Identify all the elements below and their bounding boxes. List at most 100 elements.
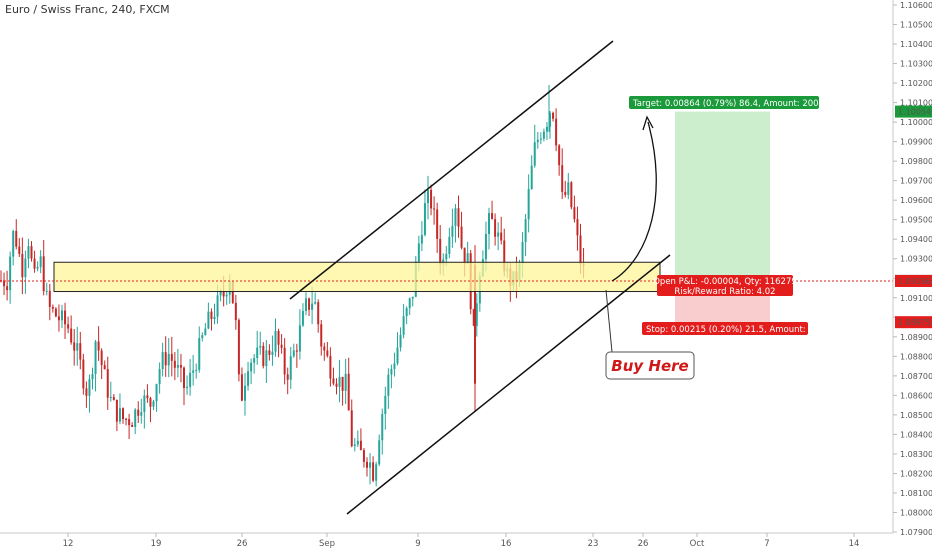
candle-body [549,112,551,127]
candle-body [262,345,265,367]
candle-body [76,343,79,351]
candle-body [308,298,311,310]
candle-body [204,328,207,336]
candle-body [283,347,286,375]
candle-body [338,376,341,387]
candle-body [542,131,545,139]
candle-body [24,258,27,278]
candle-body [536,139,539,143]
candle-body [213,316,216,320]
candle-body [140,412,143,416]
time-tick-label: 7 [764,539,769,549]
upper-trendline[interactable] [289,40,614,300]
price-label-box [895,105,932,118]
price-tick-label: 1.08700 [900,372,932,381]
candle-body [301,310,304,326]
candle-body [359,440,362,451]
candle-body [533,142,536,166]
candle-body [210,311,213,320]
price-label-box [895,316,932,329]
candle-body [448,236,451,254]
candle-body [152,401,155,407]
candle-body [234,302,237,321]
candle-body [158,369,161,385]
buy-here-callout[interactable] [605,351,695,380]
candle-body [143,395,146,413]
candle-body [42,256,45,292]
candle-body [530,165,533,190]
risk-reward-label: Risk/Reward Ratio: 4.02 [674,287,775,297]
price-label-box [895,274,932,287]
candle-body [219,291,222,296]
candle-body [347,373,350,411]
price-tick-label: 1.08500 [900,411,932,420]
candle-body [420,234,423,244]
candle-body [326,350,329,356]
candle-body [494,219,497,237]
price-tick-label: 1.09800 [900,157,932,166]
candle-body [3,280,6,287]
price-tick-label: 1.09300 [900,255,932,264]
candle-body [164,352,167,366]
candle-body [408,298,411,309]
candle-body [198,337,201,371]
candle-body [79,343,82,360]
candle-body [85,388,88,396]
candle-body [100,350,103,366]
stop-label: Stop: 0.00215 (0.20%) 21.5, Amount: 750 [646,325,825,335]
long-position-tool[interactable]: Target: 0.00864 (0.79%) 86.4, Amount: 20… [0,96,893,335]
target-area[interactable] [675,111,770,281]
candle-body [317,302,320,325]
candle-body [356,440,359,445]
candle-body [332,378,335,384]
price-tick-label: 1.07900 [900,528,932,537]
callout-pointer [605,289,613,353]
candle-body [161,352,164,370]
candle-body [48,290,51,307]
candle-body [545,126,548,132]
candle-body [369,462,372,468]
candle-body [265,350,268,367]
candle-body [225,294,228,297]
price-tick-label: 1.10500 [900,21,932,30]
candle-body [295,350,298,352]
lower-trendline[interactable] [346,254,671,515]
candle-body [12,230,15,257]
trend-channel[interactable]: Buy Here [289,40,695,515]
price-tick-label: 1.09900 [900,138,932,147]
chart-title: Euro / Swiss Franc, 240, FXCM [5,3,170,16]
candle-body [27,246,30,259]
candle-body [94,341,97,374]
candle-body [311,303,314,310]
candle-body [524,219,527,242]
projection-arrow[interactable] [611,121,657,282]
candle-body [244,385,246,401]
candle-body [103,365,106,370]
candle-body [9,256,12,291]
candle-body [201,335,204,338]
candle-body [390,368,393,375]
support-zone[interactable] [53,261,661,293]
candle-body [399,334,402,348]
candle-body [436,209,439,239]
candle-body [292,350,295,357]
price-tick-label: 1.08100 [900,489,932,498]
candle-body [344,373,347,391]
candle-body [298,325,301,352]
candle-body [497,232,500,237]
candle-body [451,225,454,237]
candle-body [445,253,448,260]
time-tick-label: Oct [690,539,705,549]
arrow-head-icon [642,115,654,131]
candle-body [274,330,277,352]
candle-body [460,226,463,248]
stop-label-box [642,322,808,335]
candle-body [454,208,457,226]
candle-body [329,355,332,379]
time-tick-label: 19 [151,539,162,549]
price-tick-label: 1.08300 [900,450,932,459]
candle-body [39,256,42,268]
candle-body [555,118,558,146]
candle-body [115,399,118,422]
